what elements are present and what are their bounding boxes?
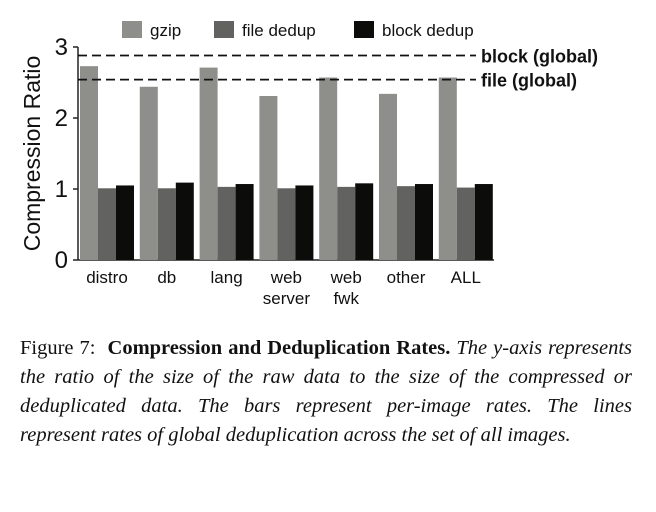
- x-tick-label: lang: [211, 268, 243, 287]
- reference-line-label: block (global): [481, 47, 598, 67]
- bar-gzip: [80, 66, 98, 260]
- y-tick-label: 3: [55, 34, 68, 61]
- bar-gzip: [379, 93, 397, 260]
- caption-title: Compression and Deduplication Rates.: [107, 337, 451, 359]
- bar-gzip: [259, 95, 278, 261]
- x-tick-label: web: [270, 268, 302, 287]
- x-tick-label: fwk: [333, 289, 359, 308]
- bar-file-dedup: [456, 187, 475, 260]
- bar-file-dedup: [157, 188, 176, 260]
- reference-line-label: file (global): [481, 71, 577, 91]
- x-tick-label: other: [387, 268, 426, 287]
- bar-file-dedup: [397, 186, 415, 260]
- bar-file-dedup: [337, 186, 356, 260]
- bar-block-dedup: [295, 185, 314, 260]
- bar-gzip: [199, 67, 218, 260]
- bar-gzip: [139, 86, 158, 260]
- bar-block-dedup: [474, 184, 493, 260]
- figure-caption: Figure 7: Compression and Deduplication …: [20, 334, 632, 450]
- y-tick-label: 0: [55, 247, 68, 274]
- bar-block-dedup: [116, 185, 134, 260]
- bar-block-dedup: [235, 184, 254, 260]
- x-tick-label: distro: [86, 268, 128, 287]
- x-tick-label: ALL: [451, 268, 481, 287]
- legend-swatch: [122, 21, 142, 38]
- bar-block-dedup: [355, 183, 374, 260]
- legend-label: file dedup: [242, 21, 316, 40]
- caption-label: Figure 7:: [20, 337, 96, 359]
- legend-swatch: [214, 21, 234, 38]
- bar-block-dedup: [415, 184, 433, 260]
- bar-gzip: [438, 77, 457, 260]
- x-tick-label: web: [330, 268, 362, 287]
- bar-gzip: [319, 77, 338, 260]
- y-tick-label: 2: [55, 105, 68, 132]
- bar-file-dedup: [98, 188, 116, 260]
- legend-label: block dedup: [382, 21, 474, 40]
- legend-label: gzip: [150, 21, 181, 40]
- bar-block-dedup: [175, 182, 194, 260]
- x-tick-label: db: [157, 268, 176, 287]
- bar-file-dedup: [217, 186, 236, 260]
- legend-swatch: [354, 21, 374, 38]
- x-tick-label: server: [263, 289, 311, 308]
- y-axis-label: Compression Ratio: [19, 56, 45, 252]
- y-tick-label: 1: [55, 176, 68, 203]
- bar-file-dedup: [277, 188, 296, 260]
- caption-text: The y-axis represents the ratio of the s…: [20, 337, 632, 446]
